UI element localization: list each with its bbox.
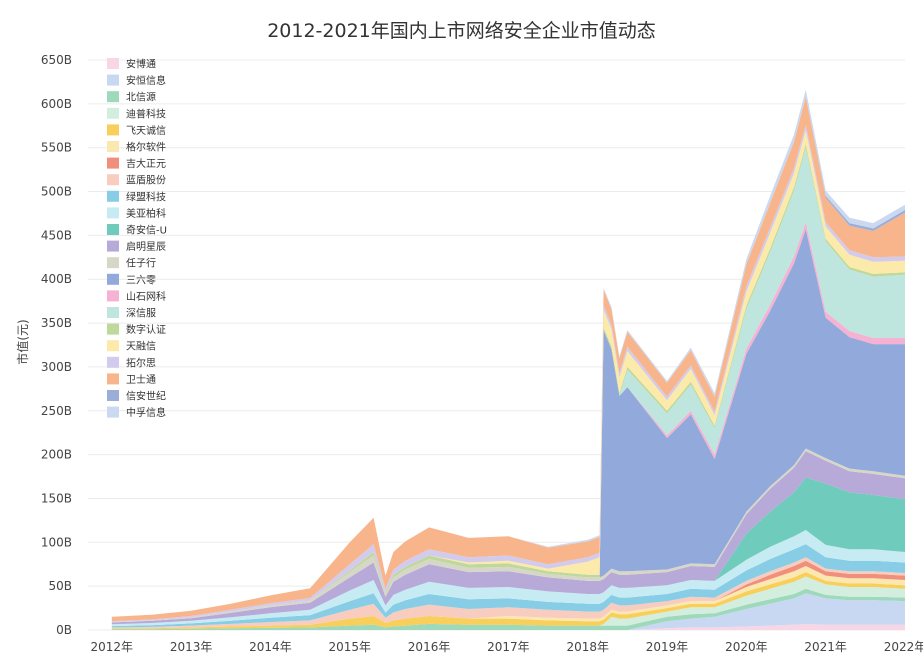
legend-swatch [107, 273, 119, 285]
legend-label: 绿盟科技 [126, 190, 166, 203]
legend-label: 格尔软件 [126, 141, 166, 154]
legend-swatch [107, 340, 119, 352]
legend-swatch [107, 190, 119, 202]
legend-swatch [107, 373, 119, 385]
x-tick-label: 2012年 [91, 640, 134, 654]
x-tick-label: 2019年 [646, 640, 689, 654]
legend-swatch [107, 356, 119, 368]
area-series [111, 593, 906, 630]
y-tick-label: 50B [48, 579, 72, 593]
area-series [111, 557, 906, 629]
legend-swatch [107, 323, 119, 335]
legend-label: 美亚柏科 [126, 207, 166, 220]
legend-swatch [107, 307, 119, 318]
y-axis-title: 市值(元) [15, 319, 30, 364]
legend-swatch [107, 124, 119, 136]
y-tick-label: 150B [41, 491, 72, 505]
area-series [111, 576, 906, 630]
x-tick-label: 2016年 [408, 640, 451, 654]
y-tick-label: 400B [41, 272, 72, 286]
area-series [111, 477, 906, 625]
legend-swatch [107, 290, 119, 302]
y-tick-label: 0B [56, 623, 72, 637]
y-tick-label: 100B [41, 535, 72, 549]
legend-label: 拓尔思 [126, 356, 156, 369]
y-tick-label: 300B [41, 360, 72, 374]
legend-label: 天融信 [126, 341, 156, 353]
y-tick-label: 250B [41, 404, 72, 418]
x-axis: 2012年 2013年 2014年 2015年 2016年 2017年 2018年 2019年… [91, 640, 923, 654]
legend-label: 数字认证 [126, 323, 166, 336]
x-tick-label: 2021年 [804, 640, 847, 654]
x-tick-label: 2022年 [884, 640, 923, 654]
x-tick-label: 2015年 [328, 640, 371, 654]
x-tick-label: 2013年 [170, 640, 213, 654]
legend-label: 安恒信息 [126, 74, 166, 87]
legend-swatch [107, 58, 119, 69]
y-tick-label: 650B [41, 53, 72, 67]
legend-label: 深信服 [126, 308, 156, 320]
legend-swatch [107, 257, 119, 269]
legend-label: 卫士通 [126, 373, 156, 386]
legend-swatch [107, 240, 119, 252]
legend-swatch [107, 157, 119, 169]
y-tick-label: 550B [41, 141, 72, 155]
legend-label: 启明星辰 [126, 240, 166, 253]
x-tick-label: 2014年 [249, 640, 292, 654]
legend-label: 山石网科 [126, 290, 166, 303]
area-series [111, 623, 906, 630]
legend-label: 安博通 [126, 58, 156, 71]
x-tick-label: 2020年 [725, 640, 768, 654]
stacked-areas [111, 89, 906, 630]
area-series [111, 229, 906, 623]
area-series [111, 451, 906, 625]
y-tick-label: 450B [41, 228, 72, 242]
y-tick-label: 350B [41, 316, 72, 330]
x-tick-label: 2018年 [566, 640, 609, 654]
legend-label: 迪普科技 [126, 107, 166, 120]
legend-label: 北信源 [126, 91, 156, 104]
legend-swatch [107, 207, 119, 219]
legend-swatch [107, 224, 119, 235]
legend-label: 奇安信-U [126, 224, 167, 237]
legend-label: 任子行 [126, 257, 156, 270]
legend-swatch [107, 107, 119, 119]
y-tick-label: 600B [41, 97, 72, 111]
legend-label: 飞天诚信 [126, 125, 166, 137]
legend-swatch [107, 74, 119, 86]
x-tick-label: 2017年 [487, 640, 530, 654]
legend-swatch [107, 406, 119, 418]
legend-label: 信安世纪 [126, 390, 166, 403]
legend-label: 吉大正元 [126, 157, 166, 170]
y-tick-label: 200B [41, 448, 72, 462]
chart-title: 2012-2021年国内上市网络安全企业市值动态 [267, 20, 656, 42]
legend-swatch [107, 390, 119, 401]
y-tick-label: 500B [41, 185, 72, 199]
legend-swatch [107, 91, 119, 103]
legend-swatch [107, 174, 119, 186]
legend-label: 中孚信息 [126, 406, 166, 419]
legend-swatch [107, 141, 119, 152]
legend: 安博通安恒信息北信源迪普科技飞天诚信格尔软件吉大正元蓝盾股份绿盟科技美亚柏科奇安… [107, 58, 167, 419]
y-axis: 0B 50B 100B 150B 200B 250B 300B 350B 400B 450B 500… [41, 53, 72, 637]
legend-label: 三六零 [126, 274, 156, 286]
legend-label: 蓝盾股份 [126, 175, 166, 187]
